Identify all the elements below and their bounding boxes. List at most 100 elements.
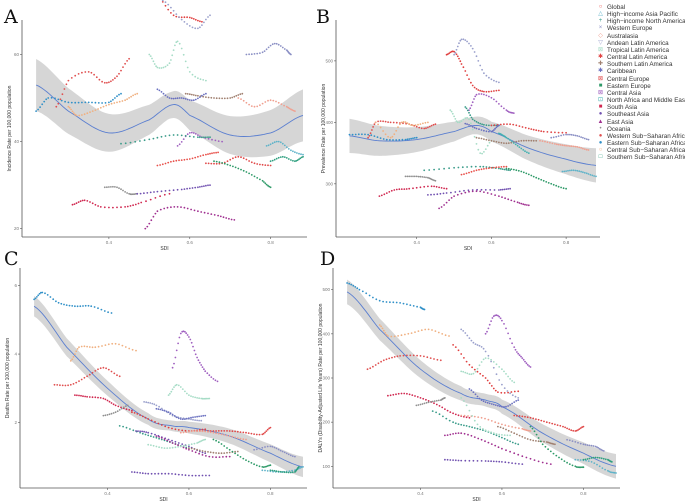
data-point (582, 147, 584, 150)
data-point (241, 92, 244, 95)
data-point (479, 372, 482, 375)
data-point (419, 175, 422, 178)
data-point (197, 94, 199, 97)
data-point (231, 430, 234, 433)
data-point (415, 186, 418, 189)
data-point (71, 358, 74, 361)
data-point (543, 420, 545, 423)
data-point (253, 53, 256, 55)
data-point (379, 120, 382, 122)
data-point (87, 304, 90, 307)
y-axis-title: DALYs (Disability-Adjusted Life Years) R… (318, 303, 324, 452)
data-point (155, 65, 158, 68)
panel-label-a: A (4, 6, 18, 28)
data-point (517, 397, 520, 399)
data-point (590, 457, 593, 459)
data-point (191, 187, 194, 189)
data-point (470, 170, 473, 173)
data-point (467, 415, 469, 417)
data-point (83, 199, 86, 202)
data-point (34, 297, 37, 300)
data-point (581, 466, 583, 469)
data-point (443, 167, 445, 170)
data-point (561, 144, 564, 147)
data-point (190, 447, 193, 450)
data-point (201, 430, 204, 433)
data-point (103, 310, 106, 312)
data-point (484, 429, 487, 432)
data-point (428, 169, 431, 171)
data-point (529, 425, 532, 428)
data-point (481, 123, 483, 126)
series-central-asia (484, 314, 532, 368)
data-point (287, 471, 290, 474)
data-point (186, 158, 189, 161)
legend-label: Caribbean (607, 68, 637, 76)
data-point (215, 160, 218, 163)
data-point (517, 140, 520, 143)
data-point (570, 429, 573, 432)
data-point (245, 101, 248, 104)
data-point (197, 134, 199, 137)
data-point (516, 433, 518, 436)
data-point (193, 209, 196, 212)
data-point (258, 465, 261, 468)
legend-item: ⊠ Central Asia (597, 90, 685, 97)
legend-item: • Oceania (597, 126, 685, 133)
data-point (516, 201, 519, 204)
data-point (398, 188, 401, 191)
data-point (478, 93, 480, 95)
data-point (420, 127, 423, 130)
data-point (118, 72, 120, 75)
data-point (422, 122, 424, 125)
data-point (577, 429, 579, 431)
data-point (201, 454, 204, 456)
data-point (129, 205, 132, 207)
data-point (188, 93, 191, 96)
data-point (471, 101, 474, 104)
data-point (501, 405, 503, 408)
data-point (400, 334, 403, 337)
data-point (272, 99, 275, 102)
data-point (601, 467, 604, 469)
data-point (476, 188, 478, 191)
data-point (107, 343, 110, 346)
data-point (600, 448, 602, 451)
data-point (466, 116, 468, 119)
data-point (128, 409, 131, 411)
data-point (229, 158, 232, 161)
data-point (419, 397, 422, 399)
data-point (434, 123, 437, 126)
data-point (166, 206, 169, 209)
data-point (488, 124, 490, 127)
data-point (79, 305, 82, 308)
data-point (181, 418, 184, 421)
data-point (368, 135, 371, 137)
data-point (385, 333, 388, 336)
data-point (446, 409, 449, 412)
series-tropical-latin-america (148, 40, 207, 82)
data-point (38, 292, 41, 295)
data-point (587, 149, 590, 151)
data-point (192, 94, 195, 96)
data-point (117, 405, 120, 408)
data-point (298, 152, 300, 155)
data-point (525, 362, 528, 365)
data-point (356, 287, 359, 290)
data-point (215, 430, 218, 432)
series-caribbean (156, 88, 207, 102)
data-point (118, 93, 120, 96)
data-point (532, 175, 535, 178)
data-point (205, 162, 207, 165)
data-point (544, 140, 546, 143)
data-point (268, 427, 270, 430)
data-point (598, 465, 601, 468)
data-point (527, 127, 530, 130)
data-point (172, 97, 175, 100)
data-point (493, 129, 495, 131)
data-point (217, 214, 220, 217)
data-point (354, 286, 357, 288)
data-point (175, 13, 178, 16)
data-point (101, 345, 103, 347)
data-point (417, 123, 419, 126)
